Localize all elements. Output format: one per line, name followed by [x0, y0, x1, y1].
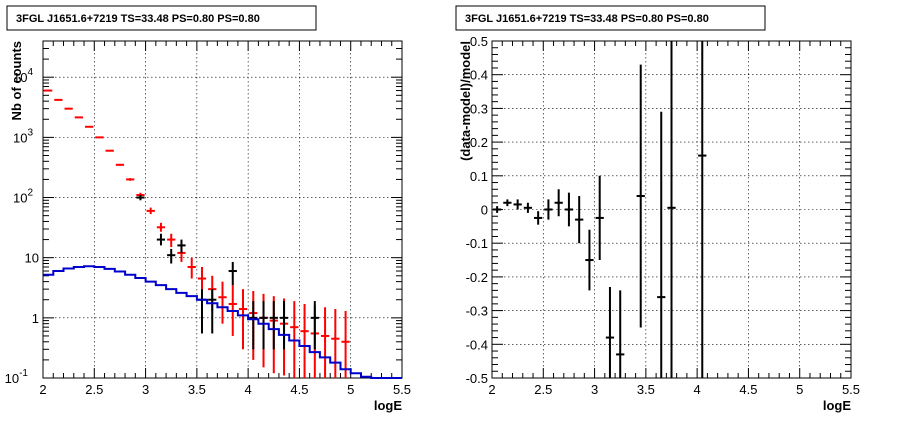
data-point: [493, 206, 502, 213]
x-tick-label: 2.5: [534, 382, 552, 397]
y-tick-label: 10-1: [5, 368, 29, 386]
x-tick-label: 5: [796, 382, 803, 397]
model-point: [105, 149, 114, 152]
model-histogram-line: [43, 265, 402, 379]
model-point: [95, 136, 104, 139]
data-point: [177, 239, 186, 253]
model-point: [85, 125, 94, 128]
data-point: [616, 290, 625, 378]
counts-y-axis-label: Nb of counts: [9, 41, 24, 120]
x-tick-label: 3.5: [188, 382, 206, 397]
data-point: [657, 111, 666, 378]
data-point: [636, 64, 645, 328]
residual-grid: [492, 41, 851, 378]
data-point: [534, 211, 543, 225]
x-tick-label: 3.5: [637, 382, 655, 397]
model-point: [146, 207, 155, 215]
model-point: [64, 107, 73, 110]
data-point: [156, 233, 166, 246]
data-point: [564, 192, 574, 227]
y-tick-label: -0.3: [466, 304, 488, 319]
y-tick-label: -0.2: [466, 270, 488, 285]
y-tick-label: 0.5: [470, 34, 488, 49]
model-point: [320, 307, 330, 378]
y-tick-label: 0: [481, 203, 488, 218]
y-tick-label: 0.2: [470, 135, 488, 150]
x-tick-label: 4: [694, 382, 701, 397]
data-point: [136, 195, 145, 201]
x-tick-label: 4.5: [290, 382, 308, 397]
y-tick-label: 10: [25, 251, 39, 266]
x-tick-label: 5.5: [842, 382, 860, 397]
counts-plot-frame: [42, 40, 403, 379]
residual-x-axis-label: logE: [823, 398, 851, 413]
data-point: [269, 301, 278, 350]
residual-y-axis-label: (data-model)/model: [458, 41, 473, 161]
model-point: [167, 233, 176, 248]
y-tick-label: 0.4: [470, 68, 488, 83]
model-point: [218, 281, 227, 324]
y-tick-label: 104: [13, 67, 33, 85]
y-tick-label: 0.3: [470, 101, 488, 116]
data-point: [698, 41, 707, 378]
counts-title-box: 3FGL J1651.6+7219 TS=33.48 PS=0.80 PS=0.…: [6, 5, 317, 31]
x-tick-label: 2: [488, 382, 495, 397]
data-point: [554, 189, 563, 217]
data-point: [575, 196, 584, 244]
data-point: [595, 175, 604, 261]
y-tick-label: 0.1: [470, 169, 488, 184]
data-point: [605, 287, 615, 378]
model-point: [300, 303, 309, 378]
counts-panel: 2 2.5 3 3.5 4 4.5 5 5.5 10-1 1 10 102 103 104 3FGL J1…: [5, 5, 411, 413]
y-tick-label: 102: [13, 188, 33, 206]
counts-title: 3FGL J1651.6+7219 TS=33.48 PS=0.80 PS=0.…: [16, 13, 260, 25]
residual-marks: [493, 41, 707, 378]
x-tick-label: 4: [245, 382, 252, 397]
y-tick-label: 103: [13, 127, 33, 145]
data-point: [259, 301, 268, 350]
data-point: [544, 199, 553, 220]
x-tick-label: 2: [39, 382, 46, 397]
model-point: [115, 163, 125, 166]
residual-title-box: 3FGL J1651.6+7219 TS=33.48 PS=0.80 PS=0.…: [455, 5, 766, 31]
residual-title: 3FGL J1651.6+7219 TS=33.48 PS=0.80 PS=0.…: [465, 13, 709, 25]
model-point: [238, 289, 248, 350]
data-point: [249, 301, 258, 350]
y-tick-label: 1: [32, 311, 39, 326]
y-tick-label: -0.4: [466, 337, 488, 352]
data-point: [310, 301, 319, 350]
x-tick-label: 3: [142, 382, 149, 397]
model-point: [187, 257, 196, 279]
data-point: [167, 248, 176, 264]
data-point: [523, 202, 533, 213]
data-point: [503, 199, 512, 207]
counts-marks: [43, 89, 402, 379]
model-point: [331, 309, 340, 378]
residual-axes: 2 2.5 3 3.5 4 4.5 5 5.5 -0.5 -0.4 -0.3 -0.2 -0.1 0 0.1…: [466, 34, 860, 397]
data-point: [228, 261, 237, 286]
x-tick-label: 5.5: [393, 382, 411, 397]
data-point: [208, 289, 217, 334]
data-point: [667, 41, 676, 378]
model-point: [74, 116, 84, 119]
data-point: [279, 301, 289, 350]
model-point: [54, 98, 63, 101]
data-point: [513, 199, 522, 210]
x-tick-label: 3: [591, 382, 598, 397]
counts-grid: [43, 41, 402, 378]
x-tick-label: 2.5: [85, 382, 103, 397]
y-tick-label: -0.5: [466, 371, 488, 386]
model-point: [44, 89, 53, 92]
data-point: [585, 229, 594, 291]
model-point: [126, 178, 135, 181]
model-point: [341, 310, 350, 378]
counts-axes: 2 2.5 3 3.5 4 4.5 5 5.5 10-1 1 10 102 103 104: [5, 40, 411, 397]
x-tick-label: 4.5: [739, 382, 757, 397]
model-point: [156, 222, 166, 232]
y-tick-label: -0.1: [466, 236, 488, 251]
counts-x-axis-label: logE: [374, 398, 402, 413]
x-tick-label: 5: [347, 382, 354, 397]
residual-panel: 2 2.5 3 3.5 4 4.5 5 5.5 -0.5 -0.4 -0.3 -0.2 -0.1 0 0.1…: [455, 5, 860, 413]
